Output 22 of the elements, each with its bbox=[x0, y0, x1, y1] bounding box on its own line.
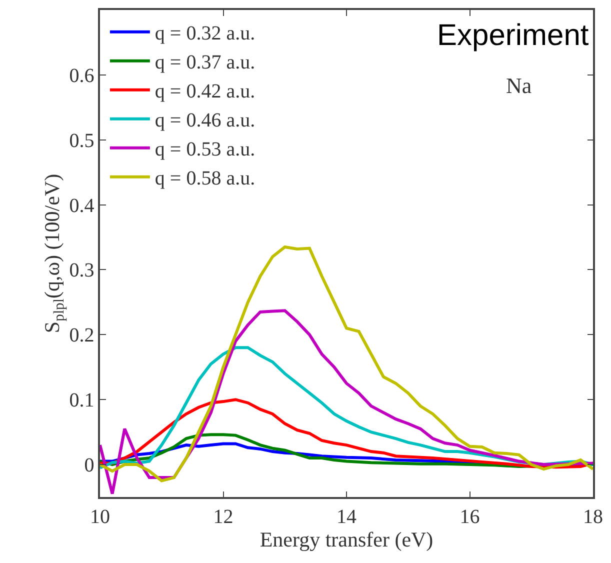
x-tick-label: 14 bbox=[336, 506, 356, 528]
y-tick-label: 0.3 bbox=[69, 260, 94, 282]
x-tick-label: 10 bbox=[90, 506, 110, 528]
y-tick-label: 0.2 bbox=[69, 324, 94, 347]
legend-label: q = 0.42 a.u. bbox=[154, 80, 256, 103]
y-tick-label: 0 bbox=[84, 454, 94, 477]
x-axis-title: Energy transfer (eV) bbox=[260, 528, 434, 552]
line-series bbox=[100, 246, 593, 482]
x-tick-label: 18 bbox=[583, 506, 603, 528]
legend-label: q = 0.32 a.u. bbox=[154, 22, 256, 45]
y-tick-label: 0.5 bbox=[69, 130, 94, 152]
x-tick-label: 12 bbox=[213, 506, 234, 528]
legend-label: q = 0.53 a.u. bbox=[154, 138, 256, 161]
legend-label: q = 0.37 a.u. bbox=[154, 52, 256, 74]
annotation: Experiment bbox=[437, 19, 590, 52]
annotation: Na bbox=[506, 73, 532, 98]
legend-label: q = 0.58 a.u. bbox=[154, 168, 256, 190]
y-tick-label: 0.4 bbox=[69, 194, 94, 217]
legend-label: q = 0.46 a.u. bbox=[154, 110, 256, 132]
x-tick-label: 16 bbox=[460, 506, 480, 528]
y-tick-label: 0.6 bbox=[69, 64, 94, 87]
y-tick-label: 0.1 bbox=[69, 390, 94, 412]
